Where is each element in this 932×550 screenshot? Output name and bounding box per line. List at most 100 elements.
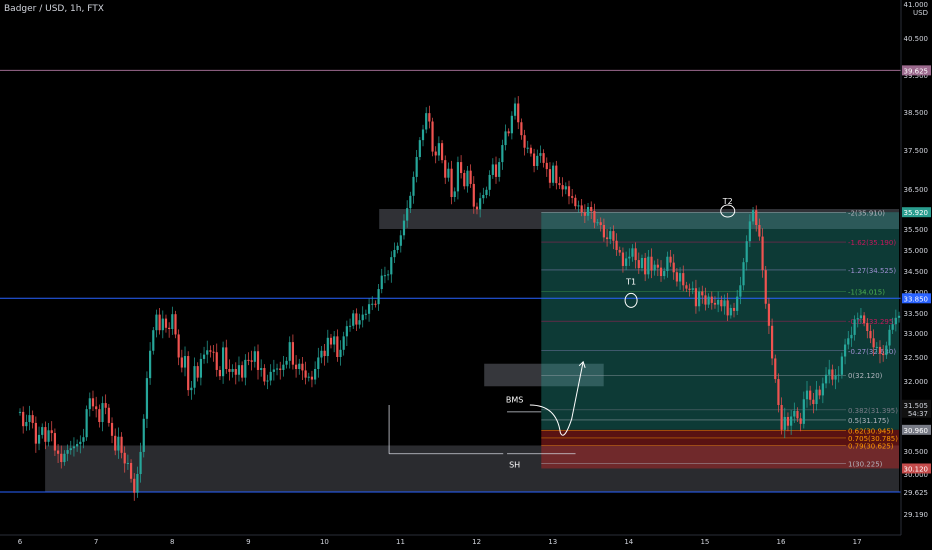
candle-body (142, 418, 145, 452)
candle-body (526, 147, 529, 149)
candle-body (707, 296, 710, 305)
candle-body (342, 336, 345, 350)
candle-body (894, 317, 897, 325)
candle-body (507, 131, 510, 134)
candle-body (888, 329, 891, 346)
candle-body (396, 245, 399, 250)
candle-body (536, 155, 539, 166)
candle-body (796, 410, 799, 419)
candle-body (345, 326, 348, 337)
price-badge (902, 293, 931, 304)
candle-body (675, 272, 678, 282)
candle-body (329, 337, 333, 345)
candle-body (694, 288, 698, 307)
price-tick: 29.625 (904, 489, 929, 497)
candle-body (209, 350, 212, 352)
candle-body (586, 207, 590, 216)
candle-body (206, 350, 209, 355)
candle-body (856, 318, 859, 320)
candle-body (158, 314, 161, 331)
candle-body (421, 129, 425, 141)
candle-body (650, 256, 653, 271)
price-badge-label: 39.625 (904, 67, 929, 75)
candle-body (139, 451, 142, 474)
price-tick: 37.500 (904, 147, 929, 155)
candle-body (764, 270, 767, 304)
candle-body (310, 376, 314, 380)
candle-body (682, 273, 685, 286)
price-tick: 32.000 (904, 378, 929, 386)
candle-body (780, 405, 783, 430)
candle-body (263, 368, 266, 382)
candle-body (602, 225, 606, 238)
price-badge-label: 30.120 (904, 465, 929, 473)
candle-body (82, 437, 85, 442)
candle-body (539, 153, 542, 156)
candle-body (669, 256, 672, 263)
candle-body (488, 174, 491, 190)
candle-body (843, 344, 847, 357)
candle-body (161, 318, 164, 331)
price-badge-label: 30.960 (904, 427, 929, 435)
candle-body (688, 288, 691, 290)
price-tick: 33.000 (904, 330, 929, 338)
candle-body (76, 444, 79, 447)
time-tick: 13 (548, 538, 557, 546)
fib-label: -1.62(35.190) (848, 239, 896, 247)
candle-body (774, 358, 777, 380)
candle-body (380, 275, 383, 290)
candle-body (304, 370, 307, 378)
time-tick: 10 (320, 538, 329, 546)
candle-body (831, 369, 834, 380)
candle-body (828, 369, 831, 375)
candle-body (605, 237, 609, 240)
candle-body (199, 358, 202, 378)
candle-body (758, 225, 761, 237)
candle-body (736, 296, 739, 311)
candle-body (875, 346, 878, 348)
fib-label: 1(30.225) (848, 461, 883, 469)
candle-body (98, 409, 101, 423)
candle-body (596, 222, 599, 224)
candle-body (751, 210, 755, 222)
candle-body (555, 165, 558, 184)
candle-body (558, 183, 561, 186)
candle-body (599, 222, 602, 225)
candle-body (631, 248, 634, 257)
candle-body (171, 314, 174, 329)
candle-body (314, 369, 317, 380)
candle-body (53, 433, 57, 451)
candle-body (644, 257, 647, 275)
time-tick: 11 (396, 538, 405, 546)
candle-body (129, 462, 133, 479)
candle-body (393, 250, 396, 258)
fib-label: -0.62(33.295) (848, 318, 896, 326)
candle-body (672, 262, 675, 273)
candle-body (174, 314, 177, 335)
candle-body (110, 422, 114, 436)
candle-body (732, 307, 736, 311)
candle-body (183, 356, 187, 368)
fib-label: -1.27(34.525) (848, 267, 896, 275)
candle-body (548, 169, 552, 183)
candle-body (120, 436, 123, 453)
candle-body (659, 267, 663, 277)
candle-body (149, 350, 152, 379)
candle-body (434, 151, 437, 156)
candle-body (748, 221, 751, 242)
candle-body (885, 345, 888, 356)
candle-body (786, 416, 790, 426)
fib-label: 0.382(31.395) (848, 407, 898, 415)
candle-body (152, 330, 155, 351)
candle-body (253, 351, 256, 362)
price-tick: 34.000 (904, 289, 929, 297)
candle-body (31, 415, 34, 423)
fib-label: 0.705(30.785) (848, 435, 898, 443)
candle-body (459, 162, 463, 174)
candle-body (85, 409, 88, 438)
candle-body (612, 231, 615, 241)
candle-body (415, 157, 418, 177)
candle-body (634, 248, 637, 261)
candle-body (155, 314, 158, 331)
